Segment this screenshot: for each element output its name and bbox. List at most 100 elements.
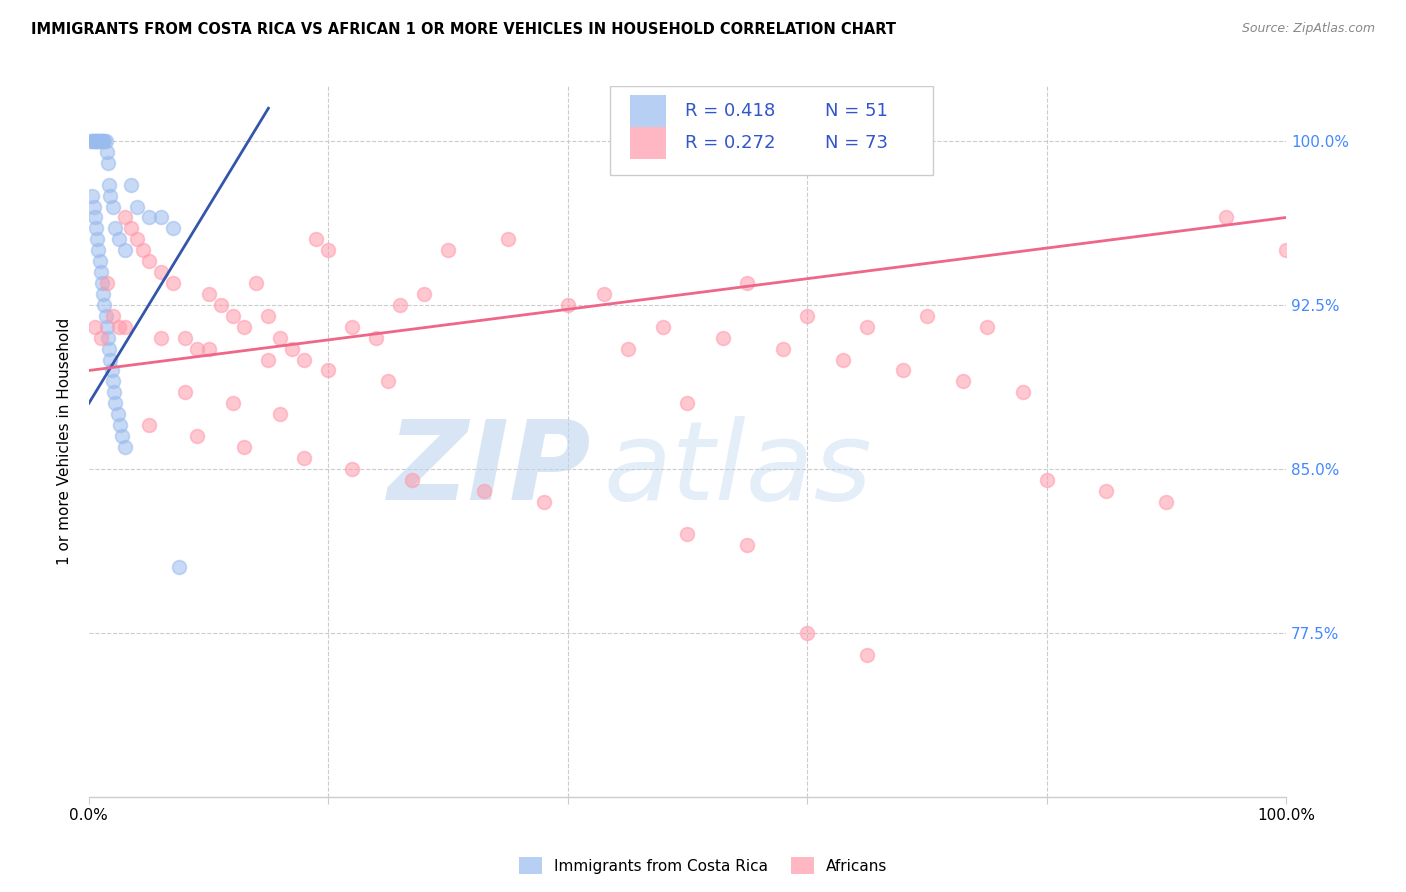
- Point: [772, 342, 794, 356]
- Point: [90, 134, 112, 148]
- Point: [91, 134, 114, 148]
- Point: [342, 319, 364, 334]
- Text: N = 51: N = 51: [825, 102, 889, 120]
- Point: [87, 134, 110, 148]
- Point: [167, 560, 190, 574]
- Point: [209, 298, 232, 312]
- Point: [173, 385, 195, 400]
- Point: [101, 200, 124, 214]
- Point: [389, 298, 412, 312]
- Point: [472, 483, 495, 498]
- Point: [832, 352, 855, 367]
- Point: [114, 211, 136, 225]
- Point: [83, 134, 105, 148]
- Point: [80, 134, 103, 148]
- Point: [86, 232, 108, 246]
- Point: [413, 287, 436, 301]
- Point: [221, 396, 243, 410]
- Point: [107, 232, 129, 246]
- Point: [676, 527, 699, 541]
- Point: [120, 221, 142, 235]
- Point: [107, 319, 129, 334]
- Text: R = 0.418: R = 0.418: [685, 102, 775, 120]
- Point: [377, 375, 399, 389]
- Point: [233, 440, 256, 454]
- Point: [87, 244, 110, 258]
- Y-axis label: 1 or more Vehicles in Household: 1 or more Vehicles in Household: [58, 318, 72, 566]
- Point: [342, 462, 364, 476]
- Point: [100, 363, 122, 377]
- Point: [245, 276, 267, 290]
- Point: [98, 178, 121, 192]
- Point: [138, 254, 160, 268]
- Point: [149, 211, 172, 225]
- Point: [84, 134, 107, 148]
- Point: [856, 319, 879, 334]
- Point: [93, 134, 115, 148]
- Point: [1095, 483, 1118, 498]
- Point: [108, 418, 131, 433]
- Point: [233, 319, 256, 334]
- Point: [186, 429, 208, 443]
- Point: [257, 352, 280, 367]
- Point: [82, 134, 104, 148]
- Point: [84, 221, 107, 235]
- Point: [197, 342, 219, 356]
- Point: [437, 244, 460, 258]
- Text: ZIP: ZIP: [388, 417, 592, 524]
- Point: [96, 319, 118, 334]
- Point: [305, 232, 328, 246]
- Point: [114, 440, 136, 454]
- Point: [104, 396, 127, 410]
- Point: [796, 625, 818, 640]
- Point: [91, 287, 114, 301]
- Point: [401, 473, 423, 487]
- Point: [257, 309, 280, 323]
- Point: [162, 276, 184, 290]
- Point: [533, 494, 555, 508]
- Point: [269, 331, 291, 345]
- Point: [1011, 385, 1033, 400]
- Point: [269, 407, 291, 421]
- Point: [592, 287, 614, 301]
- Point: [83, 200, 105, 214]
- Point: [676, 396, 699, 410]
- Point: [557, 298, 579, 312]
- Point: [292, 450, 315, 465]
- Point: [86, 134, 108, 148]
- Point: [100, 352, 122, 367]
- Point: [496, 232, 519, 246]
- Point: [221, 309, 243, 323]
- Point: [83, 319, 105, 334]
- Point: [1215, 211, 1237, 225]
- Point: [856, 648, 879, 662]
- Point: [89, 254, 111, 268]
- Point: [1035, 473, 1057, 487]
- Text: IMMIGRANTS FROM COSTA RICA VS AFRICAN 1 OR MORE VEHICLES IN HOUSEHOLD CORRELATIO: IMMIGRANTS FROM COSTA RICA VS AFRICAN 1 …: [31, 22, 896, 37]
- Point: [97, 156, 120, 170]
- Point: [90, 265, 112, 279]
- Point: [616, 342, 638, 356]
- Point: [915, 309, 938, 323]
- Point: [107, 407, 129, 421]
- Point: [96, 276, 118, 290]
- Point: [82, 188, 104, 202]
- Point: [796, 309, 818, 323]
- Point: [93, 298, 115, 312]
- Text: R = 0.272: R = 0.272: [685, 134, 776, 152]
- Point: [101, 309, 124, 323]
- Point: [96, 145, 118, 159]
- Point: [292, 352, 315, 367]
- Point: [101, 375, 124, 389]
- Point: [90, 331, 112, 345]
- Point: [114, 244, 136, 258]
- Point: [735, 276, 758, 290]
- Point: [281, 342, 304, 356]
- Point: [94, 309, 117, 323]
- Point: [89, 134, 111, 148]
- Point: [94, 134, 117, 148]
- Point: [100, 188, 122, 202]
- Point: [83, 211, 105, 225]
- Point: [138, 418, 160, 433]
- Point: [97, 331, 120, 345]
